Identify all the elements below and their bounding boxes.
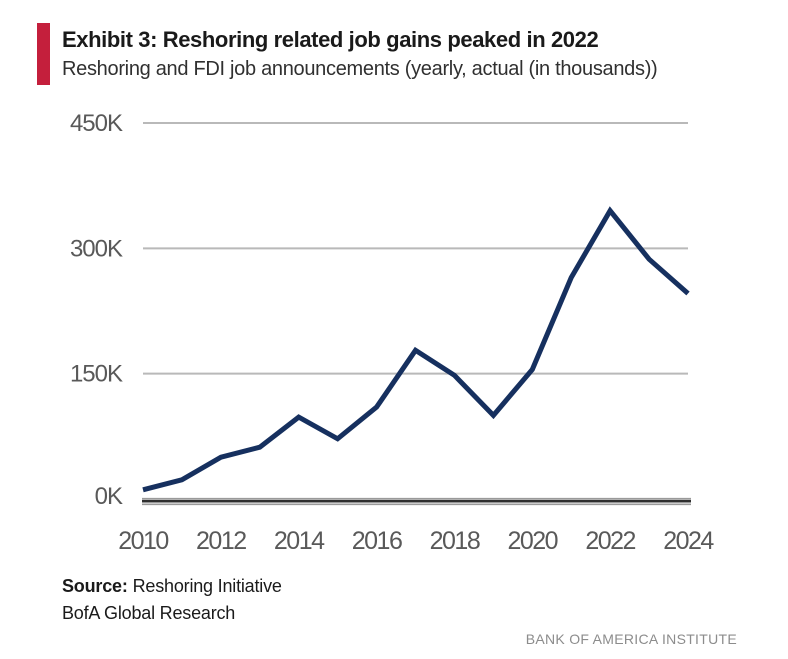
x-tick-label: 2022	[585, 527, 635, 555]
y-tick-label: 300K	[70, 235, 123, 262]
exhibit-title: Exhibit 3: Reshoring related job gains p…	[62, 27, 599, 52]
x-tick-label: 2010	[118, 527, 168, 555]
y-tick-label: 450K	[70, 110, 123, 137]
y-tick-label: 150K	[70, 361, 123, 388]
x-tick-label: 2024	[663, 527, 714, 555]
x-tick-label: 2016	[352, 527, 402, 555]
source-block: Source: Reshoring Initiative BofA Global …	[62, 573, 282, 627]
x-tick-label: 2012	[196, 527, 246, 555]
y-tick-label: 0K	[95, 483, 123, 510]
data-line	[142, 206, 690, 493]
exhibit-subtitle: Reshoring and FDI job announcements (yea…	[62, 58, 658, 80]
source-line: Source: Reshoring Initiative	[62, 573, 282, 600]
x-tick-label: 2020	[507, 527, 557, 555]
exhibit-accent-bar	[37, 23, 50, 85]
source-line2: BofA Global Research	[62, 603, 236, 623]
source-label: Source:	[62, 576, 128, 596]
x-tick-label: 2018	[430, 527, 480, 555]
x-tick-label: 2014	[274, 527, 325, 555]
brand-footer: BANK OF AMERICA INSTITUTE	[525, 631, 737, 647]
source-value: Reshoring Initiative	[132, 576, 282, 596]
